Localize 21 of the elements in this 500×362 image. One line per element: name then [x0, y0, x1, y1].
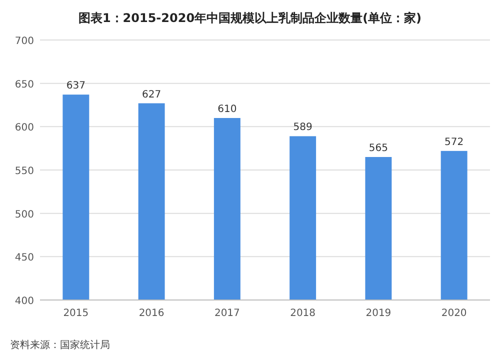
y-tick-label: 500: [14, 209, 34, 220]
y-tick-label: 600: [14, 122, 34, 134]
x-tick-label: 2015: [63, 308, 89, 319]
text: 资料来源：国家统计局: [10, 339, 110, 351]
data-label: 637: [66, 80, 86, 92]
x-tick-label: 2020: [441, 308, 467, 319]
data-label: 565: [368, 143, 388, 154]
data-label: 589: [293, 122, 312, 134]
x-tick-label: 2018: [290, 308, 316, 319]
x-tick-label: 2017: [214, 308, 240, 319]
x-tick-label: 2019: [366, 308, 392, 319]
data-label: 627: [142, 89, 162, 100]
y-tick-label: 550: [14, 166, 34, 177]
y-tick-label: 700: [14, 36, 34, 47]
data-label: 572: [444, 136, 464, 148]
data-label: 610: [218, 104, 237, 115]
x-tick-label: 2016: [138, 308, 164, 319]
y-tick-label: 400: [14, 296, 34, 307]
y-tick-label: 450: [14, 252, 34, 264]
y-tick-label: 650: [14, 79, 34, 90]
chart-title: 图表1：2015-2020年中国规模以上乳制品企业数量(单位：家): [78, 11, 422, 25]
